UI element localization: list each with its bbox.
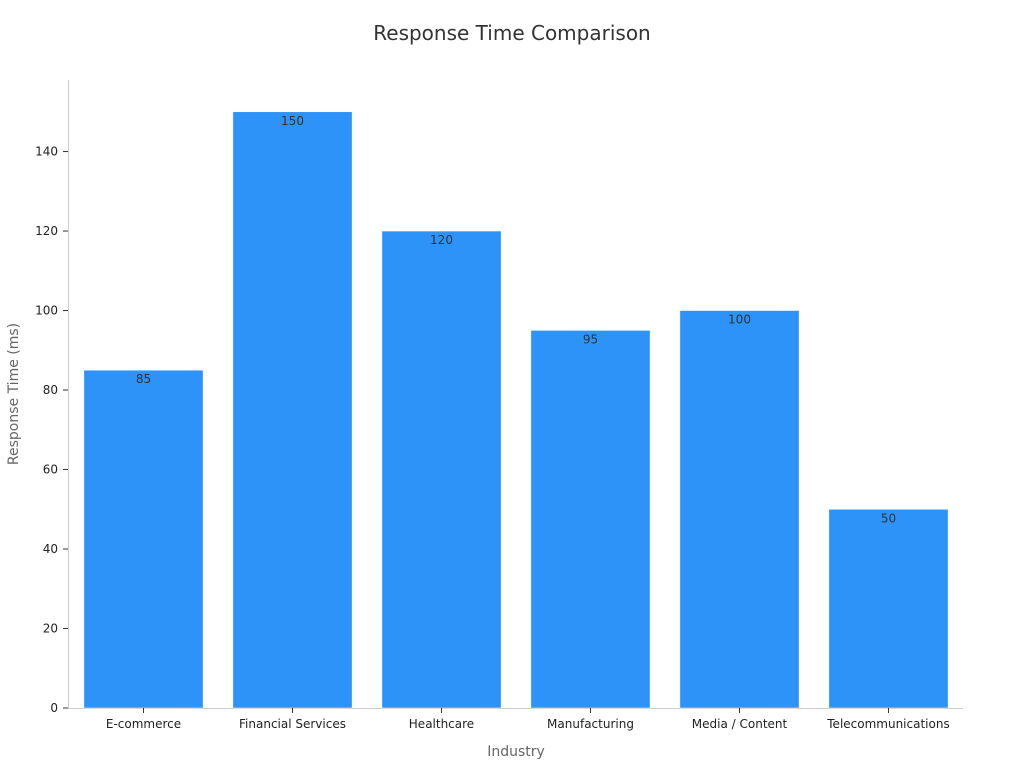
bar-value-label: 150: [281, 114, 304, 128]
y-tick-label: 40: [43, 542, 58, 556]
chart-title: Response Time Comparison: [373, 21, 650, 45]
bars-group: [83, 111, 949, 709]
x-tick-label: E-commerce: [106, 717, 181, 731]
bar: [232, 111, 353, 709]
bar-value-label: 85: [136, 372, 151, 386]
x-tick-label: Healthcare: [409, 717, 474, 731]
bar: [83, 369, 204, 709]
x-tick-label: Telecommunications: [826, 717, 949, 731]
bar: [381, 230, 502, 709]
y-tick-label: 20: [43, 622, 58, 636]
y-tick-label: 120: [35, 224, 58, 238]
bar: [530, 330, 651, 709]
y-axis-title: Response Time (ms): [6, 323, 22, 465]
bar-value-label: 120: [430, 233, 453, 247]
y-tick-label: 140: [35, 145, 58, 159]
x-tick-label: Manufacturing: [547, 717, 634, 731]
x-tick-label: Financial Services: [239, 717, 346, 731]
bar: [828, 509, 949, 709]
y-tick-label: 80: [43, 383, 58, 397]
y-tick-label: 60: [43, 463, 58, 477]
bar-value-label: 50: [881, 511, 896, 525]
x-axis-ticks: E-commerce Financial Services Healthcare Ma…: [106, 708, 950, 731]
y-tick-label: 100: [35, 304, 58, 318]
bar-value-label: 100: [728, 313, 751, 327]
bar-labels-group: 85 150 120 95 100 50: [136, 114, 896, 525]
bar-value-label: 95: [583, 332, 598, 346]
y-tick-label: 0: [50, 701, 58, 715]
bar: [679, 310, 800, 709]
x-tick-label: Media / Content: [692, 717, 788, 731]
y-axis-ticks: 0 20 40 60 80 100 120 140: [35, 145, 68, 715]
x-axis-title: Industry: [487, 744, 545, 760]
